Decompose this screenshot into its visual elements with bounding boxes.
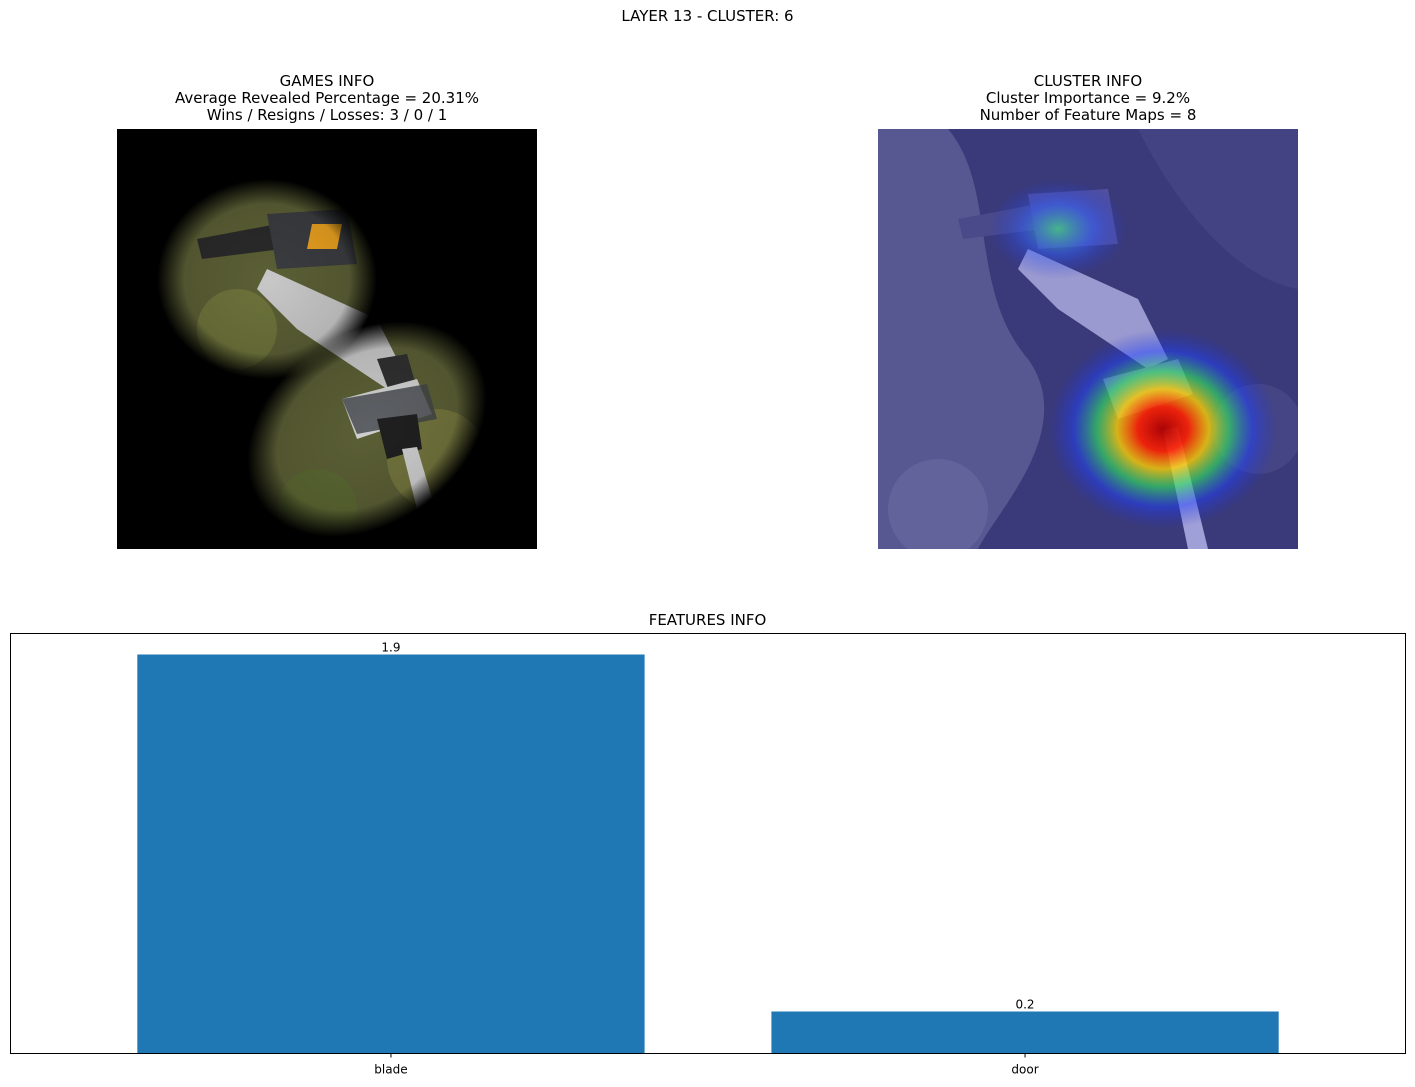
x-tick-label-door: door bbox=[1011, 1063, 1038, 1077]
data-label-door: 0.2 bbox=[1015, 998, 1034, 1012]
cluster-info-title: CLUSTER INFO Cluster Importance = 9.2% N… bbox=[878, 73, 1298, 124]
features-info-title: FEATURES INFO bbox=[648, 611, 767, 629]
games-revealed-image bbox=[117, 129, 537, 549]
x-tick-label-blade: blade bbox=[374, 1063, 407, 1077]
number-of-feature-maps: Number of Feature Maps = 8 bbox=[979, 106, 1197, 124]
bar-door bbox=[771, 1011, 1279, 1054]
wins-resigns-losses: Wins / Resigns / Losses: 3 / 0 / 1 bbox=[206, 106, 448, 124]
figure-suptitle: LAYER 13 - CLUSTER: 6 bbox=[621, 7, 794, 25]
cluster-heatmap-image bbox=[878, 129, 1298, 549]
games-info-heading: GAMES INFO bbox=[279, 72, 375, 90]
cluster-info-heading: CLUSTER INFO bbox=[1033, 72, 1143, 90]
average-revealed-percentage: Average Revealed Percentage = 20.31% bbox=[174, 89, 479, 107]
data-label-blade: 1.9 bbox=[381, 641, 400, 655]
axes-frame bbox=[10, 633, 1406, 1054]
bar-blade bbox=[137, 654, 645, 1054]
cluster-importance: Cluster Importance = 9.2% bbox=[985, 89, 1191, 107]
games-info-title: GAMES INFO Average Revealed Percentage =… bbox=[117, 73, 537, 124]
